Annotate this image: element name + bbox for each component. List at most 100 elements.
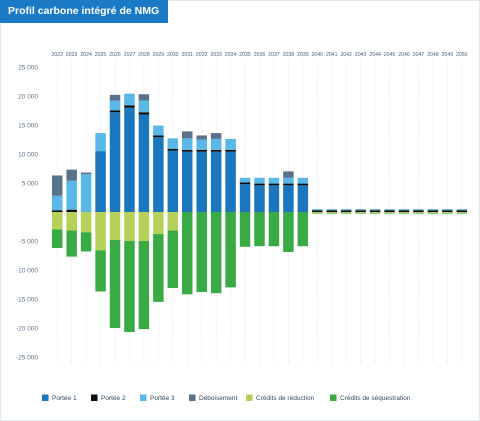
x-tick-label: 2050 — [456, 52, 468, 58]
bar-segment — [225, 212, 236, 288]
bar-segment — [340, 209, 352, 211]
bar-segment — [124, 105, 135, 108]
bar-segment — [109, 212, 121, 240]
bar-segment — [456, 213, 468, 214]
bar-segment — [196, 151, 207, 212]
bar-segment — [196, 149, 207, 152]
bar-segment — [413, 210, 424, 212]
bar-segment — [340, 210, 352, 212]
x-tick-label: 2032 — [196, 52, 208, 58]
bar-segment — [254, 177, 265, 184]
bar-segment — [196, 139, 207, 150]
bar-segment — [153, 125, 164, 136]
bar-segment — [312, 210, 323, 212]
bar-segment — [413, 213, 424, 214]
bar-segment — [312, 209, 323, 211]
bar-segment — [239, 177, 251, 183]
bar-segment — [369, 209, 381, 211]
bar-segment — [167, 138, 179, 149]
bar-segment — [80, 212, 92, 233]
bar-segment — [312, 212, 323, 214]
bar-segment — [442, 213, 453, 214]
x-tick-label: 2036 — [254, 52, 266, 58]
bar-segment — [398, 210, 410, 212]
bar-segment — [326, 213, 337, 214]
bar-segment — [225, 149, 236, 152]
bar-segment — [384, 212, 395, 214]
bar-segment — [109, 112, 121, 212]
bar-segment — [268, 185, 280, 212]
bar-segment — [153, 234, 164, 302]
bar-segment — [384, 213, 395, 214]
x-tick-label: 2033 — [210, 52, 222, 58]
x-tick-label: 2022 — [51, 52, 63, 58]
x-tick-label: 2042 — [340, 52, 352, 58]
bar-segment — [369, 213, 381, 214]
legend-swatch — [189, 394, 196, 401]
bar-segment — [138, 94, 150, 101]
x-tick-label: 2035 — [239, 52, 251, 58]
legend-label: Portée 3 — [150, 395, 175, 402]
bar-segment — [138, 241, 150, 330]
bar-segment — [182, 149, 193, 152]
bar-segment — [355, 210, 366, 212]
bar-segment — [254, 183, 265, 186]
bar-segment — [210, 133, 222, 139]
bar-segment — [109, 94, 121, 101]
bar-segment — [95, 151, 106, 212]
bar-segment — [427, 209, 439, 211]
x-tick-label: 2034 — [225, 52, 237, 58]
x-tick-label: 2031 — [181, 52, 193, 58]
bar-segment — [413, 209, 424, 211]
x-tick-label: 2043 — [355, 52, 367, 58]
bar-segment — [268, 177, 280, 184]
bar-segment — [384, 210, 395, 212]
bar-segment — [398, 213, 410, 214]
bar-segment — [182, 138, 193, 150]
legend-swatch — [140, 394, 147, 401]
bar-segment — [196, 135, 207, 140]
bar-segment — [442, 209, 453, 211]
legend-label: Déboisement — [199, 395, 237, 402]
legend-label: Portée 1 — [52, 395, 77, 402]
bar-segment — [456, 209, 468, 211]
bar-segment — [326, 209, 337, 211]
x-tick-label: 2046 — [398, 52, 410, 58]
bar-segment — [153, 137, 164, 212]
bar-segment — [95, 250, 106, 292]
bar-segment — [51, 212, 63, 230]
y-tick-label: 10 000 — [18, 152, 38, 159]
bar-segment — [124, 107, 135, 212]
bar-segment — [167, 230, 179, 288]
x-tick-label: 2045 — [384, 52, 396, 58]
bar-segment — [66, 209, 77, 212]
bar-segment — [109, 100, 121, 111]
bar-segment — [239, 182, 251, 185]
x-tick-label: 2039 — [297, 52, 309, 58]
bar-segment — [297, 183, 309, 186]
bar-segment — [297, 177, 309, 184]
bar-segment — [138, 112, 150, 115]
bar-segment — [95, 133, 106, 152]
bar-segment — [66, 169, 77, 181]
bar-segment — [239, 212, 251, 247]
x-tick-label: 2041 — [326, 52, 338, 58]
bar-segment — [167, 148, 179, 151]
bar-segment — [326, 210, 337, 212]
y-tick-label: 5 000 — [22, 181, 39, 188]
bar-segment — [442, 212, 453, 214]
x-tick-label: 2023 — [66, 52, 78, 58]
bar-segment — [355, 213, 366, 214]
bar-segment — [456, 212, 468, 214]
x-tick-label: 2024 — [80, 52, 92, 58]
legend-swatch — [91, 394, 98, 401]
bar-segment — [340, 212, 352, 214]
bar-segment — [51, 210, 63, 212]
y-tick-label: -20 000 — [16, 326, 38, 333]
bar-segment — [413, 212, 424, 214]
y-tick-label: 20 000 — [18, 94, 38, 101]
bar-segment — [427, 210, 439, 212]
legend-swatch — [42, 394, 49, 401]
x-tick-label: 2038 — [283, 52, 295, 58]
